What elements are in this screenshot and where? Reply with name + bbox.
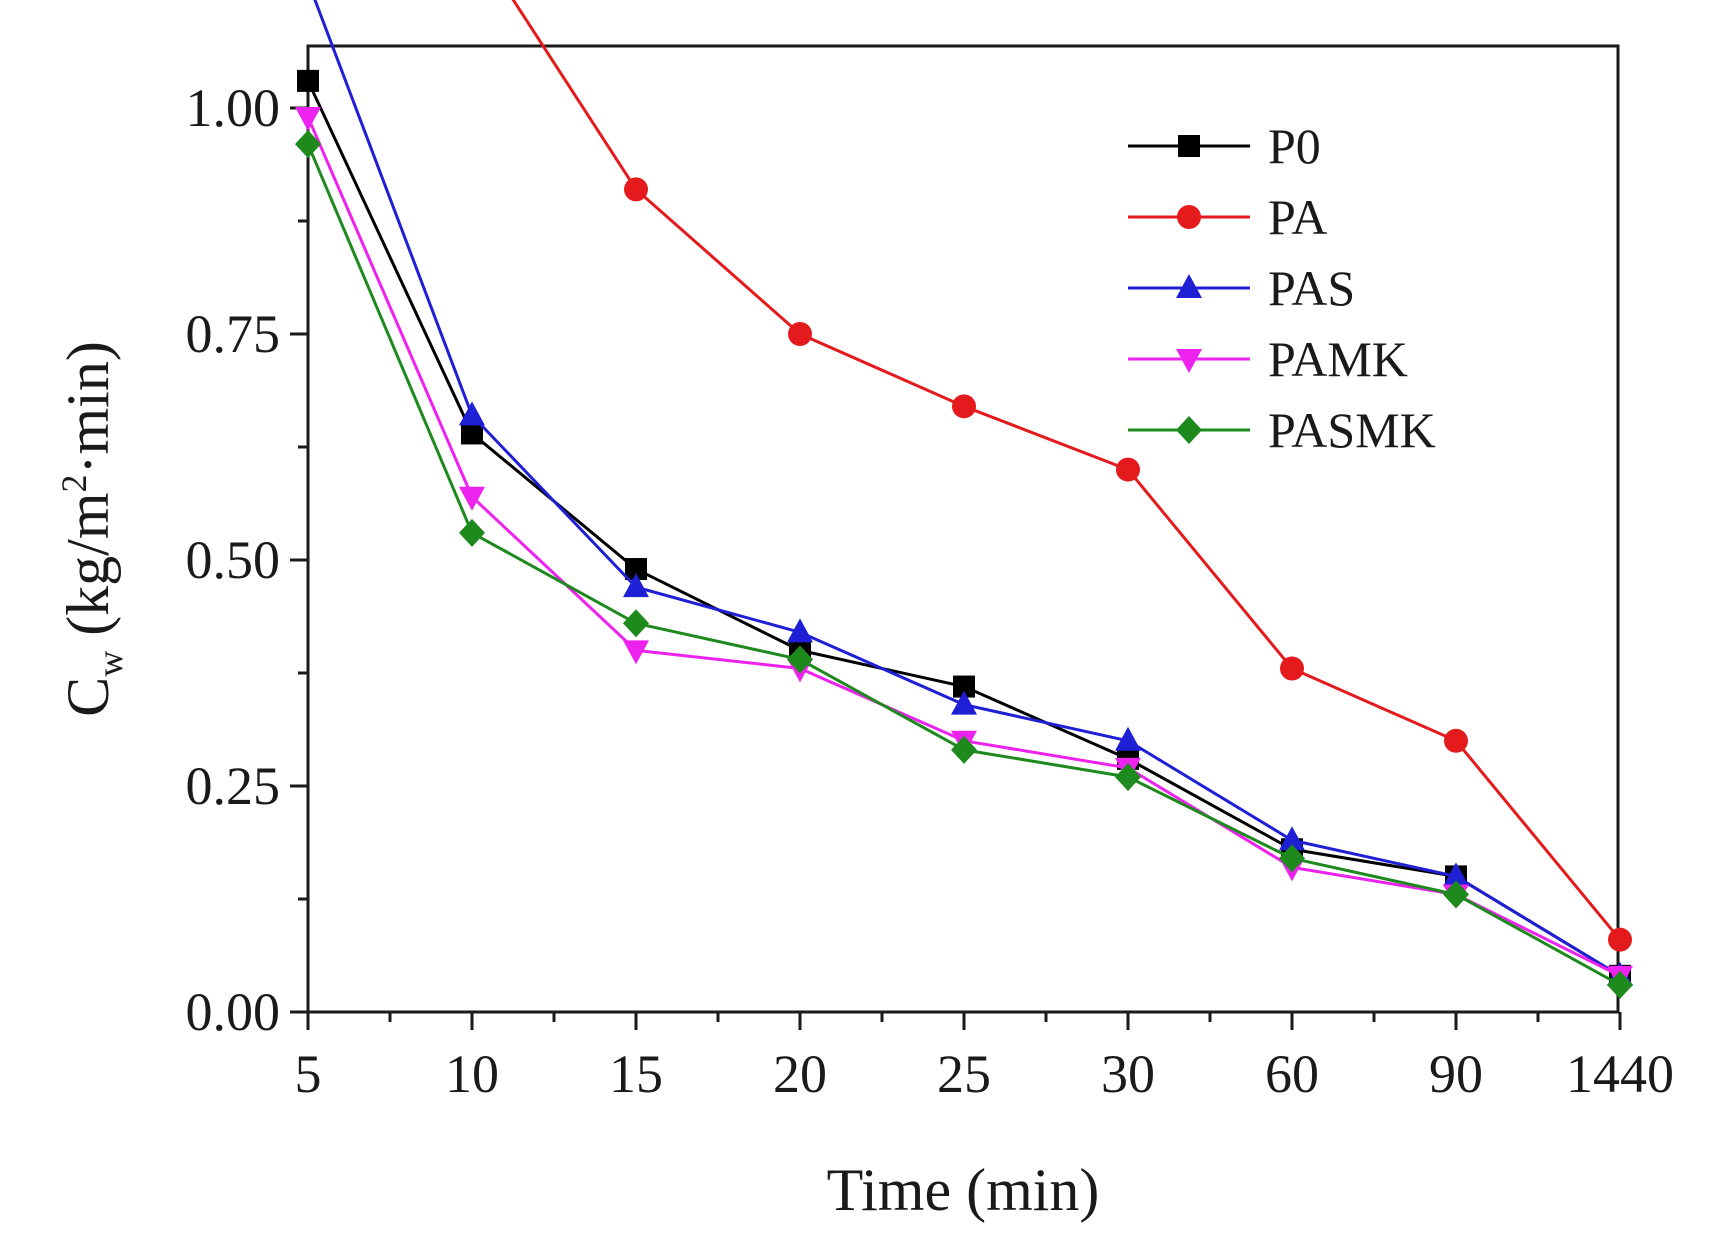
- y-axis-label-subscript: w: [90, 651, 130, 677]
- point-p0-5: [297, 69, 319, 92]
- series-line-pasmk: [306, 143, 1621, 987]
- series-layer: [295, 0, 1633, 999]
- point-pasmk-20: [787, 645, 813, 674]
- legend-item-pa: PA: [1128, 189, 1327, 245]
- y-axis-label-unit-prefix: (kg/m: [55, 492, 121, 650]
- point-pas-30: [1115, 726, 1141, 751]
- legend-marker-pa: [1177, 205, 1201, 229]
- y-axis-label-main: C: [55, 677, 121, 717]
- point-pasmk-10: [459, 518, 485, 547]
- series-line-pamk: [306, 116, 1621, 978]
- point-pa-20: [788, 322, 812, 346]
- y-tick-label-0.00: 0.00: [186, 982, 281, 1042]
- legend-label-pamk: PAMK: [1268, 331, 1408, 387]
- point-p0-25: [953, 675, 975, 698]
- x-tick-label-15: 15: [609, 1044, 663, 1104]
- series-pamk: [295, 107, 1633, 990]
- point-pa-1440: [1608, 927, 1632, 952]
- point-pamk-15: [623, 640, 649, 665]
- point-pasmk-90: [1443, 880, 1469, 909]
- point-pas-60: [1279, 826, 1305, 851]
- legend-label-pas: PAS: [1268, 260, 1355, 316]
- legend-label-pasmk: PASMK: [1268, 402, 1436, 458]
- series-line-pas: [313, 0, 1621, 978]
- y-tick-label-0.75: 0.75: [186, 304, 281, 364]
- legend-label-p0: P0: [1268, 118, 1321, 174]
- legend-label-pa: PA: [1268, 189, 1327, 245]
- x-tick-label-60: 60: [1265, 1044, 1319, 1104]
- point-pa-25: [952, 394, 976, 419]
- point-pas-15: [623, 573, 649, 598]
- legend: P0 PA PAS PAMK PASMK: [1128, 118, 1436, 458]
- series-p0: [297, 69, 1631, 987]
- y-tick-label-0.50: 0.50: [186, 530, 281, 590]
- point-pa-15: [624, 177, 648, 202]
- point-pa-30: [1116, 457, 1140, 482]
- x-tick-label-30: 30: [1101, 1044, 1155, 1104]
- point-pas-25: [951, 690, 977, 715]
- point-pa-60: [1280, 656, 1304, 681]
- series-pas: [313, 0, 1633, 986]
- point-pamk-5: [295, 107, 321, 132]
- y-tick-label-1.00: 1.00: [186, 78, 281, 138]
- y-axis-label-superscript: 2: [54, 474, 94, 492]
- x-tick-label-1440: 1440: [1566, 1044, 1674, 1104]
- legend-marker-pas: [1176, 274, 1202, 298]
- legend-item-pasmk: PASMK: [1128, 402, 1436, 458]
- series-line-pa: [511, 0, 1622, 941]
- legend-item-p0: P0: [1128, 118, 1321, 174]
- point-pasmk-60: [1279, 844, 1305, 873]
- x-axis-label: Time (min): [827, 1157, 1100, 1223]
- x-tick-label-90: 90: [1429, 1044, 1483, 1104]
- x-tick-label-5: 5: [295, 1044, 322, 1104]
- point-pas-10: [459, 401, 485, 426]
- point-pas-20: [787, 618, 813, 643]
- point-pasmk-5: [295, 130, 321, 159]
- y-axis-label: Cw (kg/m2·min): [54, 341, 130, 717]
- legend-marker-p0: [1178, 135, 1200, 157]
- axis-ticks: 51015202530609014400.000.250.500.751.001…: [186, 78, 1675, 1104]
- point-pa-90: [1444, 728, 1468, 753]
- legend-marker-pasmk: [1176, 416, 1202, 444]
- point-p0-10: [461, 422, 483, 445]
- x-tick-label-20: 20: [773, 1044, 827, 1104]
- y-axis-label-unit-suffix: ·min): [55, 341, 121, 474]
- legend-marker-pamk: [1176, 349, 1202, 373]
- y-tick-label-0.25: 0.25: [186, 756, 281, 816]
- series-pasmk: [295, 130, 1633, 999]
- point-pasmk-15: [623, 609, 649, 638]
- x-tick-label-10: 10: [445, 1044, 499, 1104]
- point-pasmk-1440: [1607, 970, 1633, 999]
- point-pasmk-30: [1115, 762, 1141, 791]
- point-pamk-10: [459, 486, 485, 511]
- point-pas-90: [1443, 862, 1469, 887]
- x-tick-label-25: 25: [937, 1044, 991, 1104]
- series-pa: [511, 0, 1632, 952]
- legend-item-pamk: PAMK: [1128, 331, 1408, 387]
- point-p0-15: [625, 558, 647, 581]
- legend-item-pas: PAS: [1128, 260, 1355, 316]
- point-pasmk-25: [951, 735, 977, 764]
